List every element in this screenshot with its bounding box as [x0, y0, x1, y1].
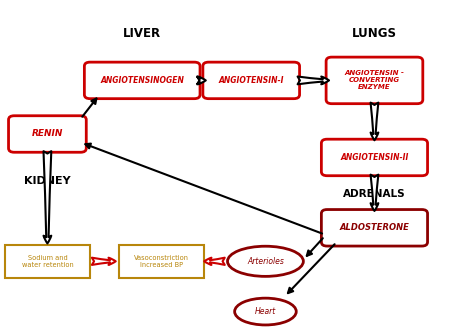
FancyBboxPatch shape — [118, 245, 204, 278]
Text: LUNGS: LUNGS — [352, 27, 397, 40]
FancyBboxPatch shape — [321, 139, 428, 176]
Text: LIVER: LIVER — [123, 27, 161, 40]
Text: Arterioles: Arterioles — [247, 257, 284, 266]
FancyBboxPatch shape — [9, 116, 86, 152]
Text: ANGIOTENSIN-II: ANGIOTENSIN-II — [340, 153, 409, 162]
Text: Heart: Heart — [255, 307, 276, 316]
Text: RENIN: RENIN — [32, 130, 63, 138]
FancyBboxPatch shape — [84, 62, 200, 98]
FancyBboxPatch shape — [203, 62, 300, 98]
Text: ADRENALS: ADRENALS — [343, 189, 406, 199]
Text: ANGIOTENSIN-I: ANGIOTENSIN-I — [219, 76, 284, 85]
Text: Sodium and
water retention: Sodium and water retention — [21, 255, 73, 268]
FancyBboxPatch shape — [5, 245, 90, 278]
Text: ALDOSTERONE: ALDOSTERONE — [339, 223, 410, 232]
FancyBboxPatch shape — [326, 57, 423, 104]
Ellipse shape — [235, 298, 296, 325]
Text: KIDNEY: KIDNEY — [24, 176, 71, 186]
FancyBboxPatch shape — [321, 210, 428, 246]
Text: ANGIOTENSIN -
CONVERTING
ENZYME: ANGIOTENSIN - CONVERTING ENZYME — [345, 70, 404, 90]
Ellipse shape — [228, 246, 303, 276]
Text: ANGIOTENSINOGEN: ANGIOTENSINOGEN — [100, 76, 184, 85]
Text: Vasoconstriction
Increased BP: Vasoconstriction Increased BP — [134, 255, 189, 268]
